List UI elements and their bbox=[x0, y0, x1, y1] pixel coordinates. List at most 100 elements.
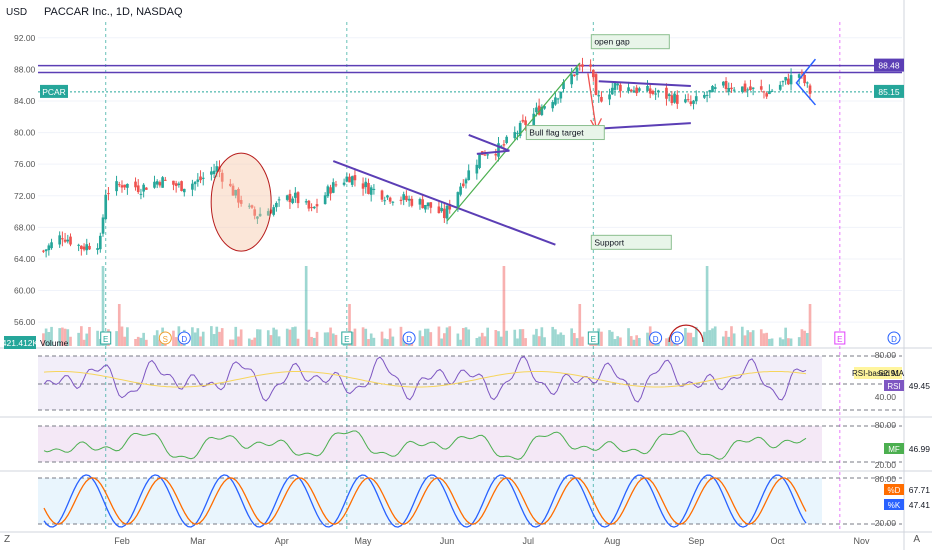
candle-body bbox=[296, 192, 300, 204]
month-label: Apr bbox=[275, 536, 289, 546]
candle-body bbox=[310, 207, 313, 209]
candle-body bbox=[180, 181, 183, 191]
rsi-label-box bbox=[884, 380, 904, 391]
stoch-k-value: 47.41 bbox=[909, 500, 931, 510]
candle-body bbox=[44, 249, 48, 252]
candles-group bbox=[42, 57, 812, 258]
volume-bar bbox=[559, 332, 563, 346]
candle-body bbox=[291, 198, 294, 204]
candle-body bbox=[502, 144, 506, 146]
event-marker bbox=[177, 331, 191, 345]
volume-bar bbox=[388, 328, 392, 346]
volume-bar bbox=[237, 336, 240, 346]
volume-bar bbox=[386, 339, 389, 346]
candle-body bbox=[597, 95, 601, 97]
annotation-box bbox=[590, 34, 670, 50]
candle-body bbox=[578, 65, 582, 67]
candle-body bbox=[535, 107, 538, 113]
volume-bar bbox=[291, 327, 294, 346]
rsi-ma-label: RSI-based MA bbox=[852, 369, 905, 378]
volume-bar bbox=[218, 331, 221, 346]
volume-bar bbox=[220, 328, 224, 346]
candle-body bbox=[250, 205, 254, 208]
candle-body bbox=[421, 199, 424, 209]
volume-bar bbox=[44, 328, 48, 346]
candle-body bbox=[556, 98, 560, 100]
candle-body bbox=[126, 183, 129, 188]
volume-bar bbox=[440, 338, 443, 346]
volume-bar bbox=[619, 337, 622, 346]
candle-body bbox=[98, 235, 102, 250]
volume-bar bbox=[797, 337, 801, 346]
candle-body bbox=[805, 82, 809, 84]
candle-body bbox=[237, 188, 240, 203]
candle-body bbox=[694, 96, 698, 102]
channel-bottom-line bbox=[598, 122, 691, 130]
candle-body bbox=[513, 132, 517, 139]
volume-bar bbox=[646, 332, 649, 346]
volume-bar bbox=[250, 339, 254, 346]
stoch-k-label-box bbox=[884, 499, 904, 510]
candle-body bbox=[532, 113, 536, 127]
volume-bar bbox=[315, 331, 319, 346]
auto-scale-button[interactable]: A bbox=[913, 534, 920, 545]
descending-trendline bbox=[332, 160, 556, 246]
candle-body bbox=[746, 89, 750, 91]
candle-body bbox=[499, 145, 503, 147]
annotation-label: open gap bbox=[594, 37, 630, 47]
candle-body bbox=[117, 184, 121, 186]
volume-bar bbox=[174, 337, 178, 346]
volume-bar bbox=[215, 326, 219, 346]
candle-body bbox=[386, 195, 389, 198]
candle-body bbox=[684, 99, 687, 103]
candle-body bbox=[77, 244, 80, 246]
volume-bar bbox=[239, 329, 243, 346]
volume-bar bbox=[556, 334, 560, 346]
mfi-line bbox=[43, 430, 807, 460]
volume-bar bbox=[139, 337, 143, 346]
candle-body bbox=[234, 189, 238, 196]
volume-bar bbox=[686, 332, 690, 346]
candle-body bbox=[63, 239, 67, 242]
volume-bar bbox=[348, 304, 351, 346]
candle-body bbox=[66, 239, 70, 242]
candle-body bbox=[765, 93, 769, 97]
volume-bar bbox=[505, 330, 508, 346]
candle-body bbox=[107, 193, 110, 195]
earnings-marker bbox=[834, 331, 846, 345]
annotation-box bbox=[590, 234, 672, 250]
volume-bar bbox=[193, 332, 197, 346]
candle-body bbox=[667, 94, 671, 97]
candle-body bbox=[708, 90, 712, 93]
candle-body bbox=[670, 95, 674, 104]
volume-bar bbox=[326, 332, 330, 346]
volume-bar bbox=[635, 335, 638, 346]
event-marker-letter: E bbox=[344, 335, 349, 344]
candle-body bbox=[342, 182, 346, 185]
candle-body bbox=[101, 217, 105, 234]
candle-body bbox=[47, 245, 51, 251]
candle-body bbox=[247, 205, 251, 207]
volume-bar bbox=[50, 326, 53, 346]
volume-bar bbox=[256, 329, 259, 346]
volume-bar bbox=[120, 326, 124, 346]
candle-body bbox=[253, 209, 257, 216]
volume-bar bbox=[418, 330, 422, 346]
volume-bar bbox=[196, 328, 200, 346]
volume-bar bbox=[329, 327, 332, 346]
volume-bar bbox=[323, 332, 327, 346]
volume-bar bbox=[367, 339, 370, 346]
mfi-band bbox=[38, 426, 822, 462]
annotation-box bbox=[525, 125, 605, 141]
volume-bar bbox=[540, 327, 544, 346]
mfi-value: 46.99 bbox=[909, 444, 931, 454]
annotation-label: Bull flag target bbox=[529, 128, 584, 138]
volume-bar bbox=[155, 330, 159, 346]
candle-body bbox=[145, 187, 148, 190]
volume-bar bbox=[800, 329, 804, 346]
mfi-tick-label: 20.00 bbox=[875, 460, 897, 470]
candle-body bbox=[182, 188, 186, 193]
volume-bar bbox=[467, 329, 471, 346]
volume-bar bbox=[304, 266, 308, 346]
timezone-button[interactable]: Z bbox=[4, 534, 11, 545]
